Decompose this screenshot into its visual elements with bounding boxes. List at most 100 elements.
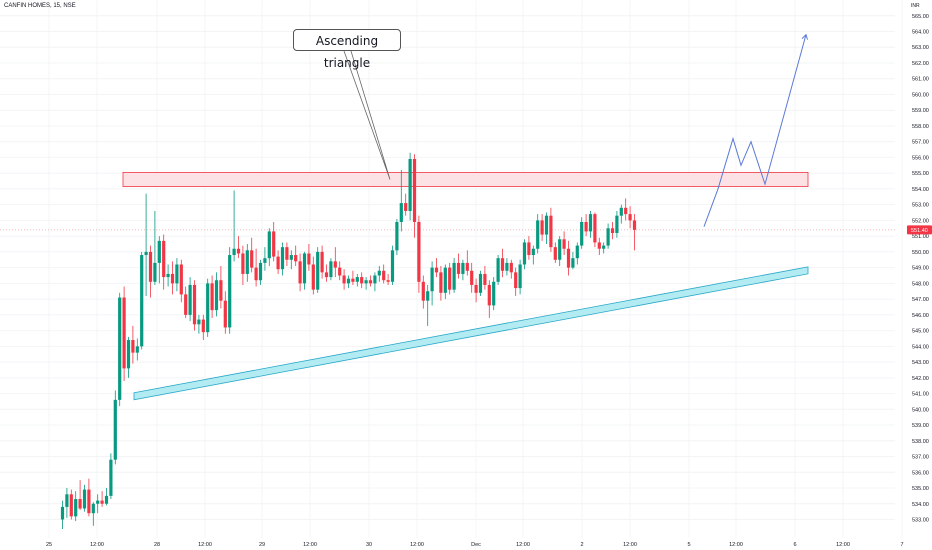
last-price-value: 551.40: [911, 228, 928, 234]
candle-body: [267, 231, 271, 259]
candle-body: [615, 215, 619, 233]
candle-body: [448, 267, 452, 290]
candle-body: [390, 250, 395, 282]
candle: [355, 273, 359, 287]
candle-body: [368, 280, 373, 284]
candle: [456, 253, 461, 279]
time-tick-label: 12:00: [198, 542, 212, 548]
candle: [492, 277, 496, 311]
candle: [580, 217, 584, 249]
candle-body: [162, 240, 166, 278]
candle: [465, 250, 469, 276]
projection-path[interactable]: [703, 33, 808, 227]
candle: [399, 170, 403, 232]
resistance-zone[interactable]: [122, 171, 809, 187]
candle: [514, 267, 518, 296]
candle-body: [342, 275, 346, 284]
price-tick-label: 533.00: [912, 518, 929, 524]
candle: [553, 242, 557, 263]
candle: [632, 214, 637, 251]
candle-body: [487, 284, 491, 306]
candle-body: [324, 272, 329, 278]
candle-body: [192, 284, 197, 325]
candle-body: [311, 264, 315, 290]
candle-body: [496, 258, 500, 282]
price-tick-label: 544.00: [912, 344, 929, 350]
price-tick-label: 558.00: [912, 124, 929, 130]
candle-body: [148, 251, 153, 282]
candle-body: [575, 245, 579, 259]
price-tick-label: 562.00: [912, 61, 929, 67]
support-trendline[interactable]: [133, 266, 809, 401]
price-tick-label: 561.00: [912, 77, 929, 83]
candle-body: [536, 220, 540, 249]
candle-body: [126, 340, 131, 369]
candle-body: [610, 228, 615, 233]
candle: [131, 325, 135, 364]
candle-body: [483, 273, 487, 285]
candle-body: [104, 495, 109, 504]
candle-body: [74, 499, 78, 517]
candle-body: [624, 207, 628, 215]
price-tick-label: 538.00: [912, 439, 929, 445]
candle-body: [395, 221, 399, 251]
candle-body: [91, 503, 95, 514]
candle-body: [500, 258, 505, 271]
time-tick-label: 12:00: [410, 542, 424, 548]
price-axis[interactable]: 533.00 534.00 535.00 536.00 537.00 538.00 539.…: [912, 14, 929, 524]
time-tick-label: 2: [580, 542, 583, 548]
candle: [126, 336, 131, 378]
candle-body: [320, 251, 324, 273]
candle: [162, 234, 166, 290]
candle-body: [170, 273, 175, 284]
candle-body: [514, 272, 518, 289]
candle-body: [360, 277, 364, 284]
candle: [280, 242, 285, 276]
candle: [364, 277, 368, 290]
candle: [329, 258, 333, 281]
candle-body: [492, 281, 496, 306]
time-tick-label: 30: [366, 542, 372, 548]
candle-body: [426, 291, 430, 301]
candle: [109, 453, 113, 500]
candle-body: [122, 297, 126, 369]
price-tick-label: 556.00: [912, 155, 929, 161]
candle: [408, 152, 412, 221]
candle: [118, 292, 122, 407]
candle: [619, 204, 623, 224]
candle: [135, 338, 139, 361]
candle: [201, 314, 205, 341]
candle-body: [214, 280, 219, 311]
candle-body: [307, 253, 311, 265]
price-tick-label: 541.00: [912, 392, 929, 398]
price-tick-label: 554.00: [912, 187, 929, 193]
price-tick-label: 535.00: [912, 486, 929, 492]
candle-body: [632, 220, 637, 230]
candle: [241, 245, 245, 285]
candle-body: [60, 506, 65, 520]
candle: [522, 239, 527, 270]
candle: [298, 253, 302, 292]
candle-body: [439, 272, 443, 293]
candle-body: [351, 278, 355, 282]
candle: [214, 272, 219, 317]
time-tick-label: 12:00: [516, 542, 530, 548]
candle: [122, 286, 126, 381]
price-tick-label: 564.00: [912, 30, 929, 36]
price-tick-label: 542.00: [912, 376, 929, 382]
candle: [250, 237, 254, 273]
ascending-triangle-callout[interactable]: Ascending triangle: [293, 29, 401, 70]
candle: [588, 210, 593, 238]
candle: [593, 212, 597, 248]
candle-body: [65, 494, 69, 507]
price-tick-label: 534.00: [912, 502, 929, 508]
time-axis[interactable]: 25 12:00 28 12:00 29 12:00 30 12:00 Dec 12:00 2 12:…: [46, 542, 904, 548]
candle: [148, 245, 153, 298]
candle: [566, 240, 571, 276]
candle: [69, 489, 73, 520]
candle: [179, 259, 183, 303]
last-price-tag: [907, 225, 932, 235]
price-tick-label: 549.00: [912, 266, 929, 272]
candle-body: [219, 280, 223, 301]
